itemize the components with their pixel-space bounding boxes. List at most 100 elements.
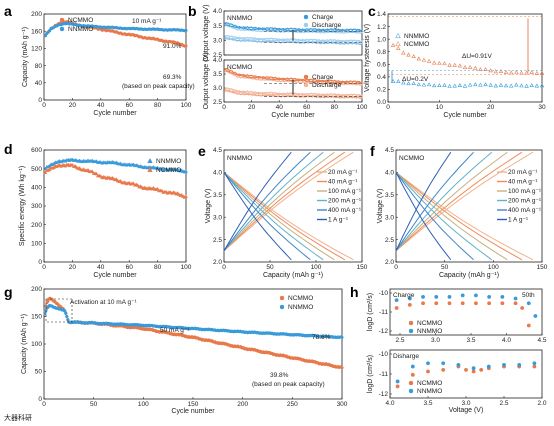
panel-h-top-xtick-label: 2.5 (395, 337, 404, 344)
panel-h-bottom-nnmmo-point (426, 361, 430, 366)
panel-b-bottom-point (270, 91, 272, 94)
panel-d-ytick-label: 100 (31, 241, 42, 248)
panel-b-bottom-point (265, 93, 268, 96)
panel-h-top-nnmmo-point (500, 295, 505, 299)
panel-c-letter: c (368, 3, 376, 19)
panel-b-bottom-point (249, 74, 252, 77)
panel-d-xtick-label: 100 (181, 264, 192, 271)
panel-b-top-point (352, 39, 355, 42)
panel-b-top-point (263, 27, 265, 29)
panel-b-top-point (234, 24, 236, 27)
panel-b-bottom-point (267, 93, 269, 96)
panel-b-bottom-point (252, 75, 254, 77)
panel-b-bottom-point (301, 95, 304, 98)
panel-b-bottom-point (278, 93, 281, 96)
panel-b-bottom-point (264, 76, 267, 79)
panel-e-ytick-label: 2.5 (213, 237, 222, 244)
panel-h-xlabel: Voltage (V) (449, 407, 484, 414)
panel-b-top-point (268, 27, 271, 30)
panel-b-bottom-point (354, 93, 356, 96)
panel-b-bottom-point (272, 78, 275, 81)
panel-b-bottom-point (350, 80, 352, 82)
panel-h-top-ytick-label: -10 (379, 290, 389, 297)
panel-b-top-point (253, 37, 256, 40)
panel-b-top-point (231, 25, 234, 28)
panel-b-bottom-point (319, 93, 322, 96)
panel-b-bottom-point (332, 81, 334, 84)
panel-b-top-point (254, 30, 257, 32)
panel-a-retention-nnmmo: 91.0% (163, 43, 182, 50)
panel-b-top-point (259, 28, 261, 31)
panel-b-bottom-point (238, 92, 240, 95)
panel-b-top-point (361, 29, 363, 31)
panel-a-ylabel: Capacity (mAh g⁻¹) (22, 27, 29, 87)
panel-b-top-point (245, 26, 247, 29)
panel-c-ncmmo-point (457, 63, 463, 68)
panel-c-ncmmo-point (401, 50, 406, 55)
panel-b-bottom-point (277, 77, 279, 80)
panel-b-top-point (333, 39, 336, 41)
panel-c-xtick-label: 20 (487, 104, 495, 111)
panel-b-bottom-point (249, 76, 252, 79)
panel-b-top-point (319, 29, 322, 31)
panel-b-bottom-point (279, 80, 282, 83)
panel-b-bottom-point (337, 95, 340, 97)
panel-f-title: NCMMO (399, 155, 424, 162)
panel-b-bottom-point (227, 89, 229, 92)
panel-b-bottom-point (231, 88, 234, 91)
panel-b-top-point (253, 28, 256, 31)
panel-b-top-point (257, 40, 260, 43)
panel-d-nnmmo-point (43, 166, 48, 171)
panel-b-bottom-point (278, 77, 281, 79)
panel-b-top-point (323, 42, 326, 45)
panel-b-top-point (359, 29, 362, 32)
panel-b-top-point (358, 32, 361, 34)
panel-b-bottom-point (232, 89, 235, 91)
panel-b-top-point (334, 42, 337, 45)
panel-b-top-point (227, 24, 229, 27)
panel-b-bottom-point (350, 93, 352, 96)
panel-b-bottom-point (330, 81, 333, 84)
panel-b-bottom-point (340, 94, 343, 96)
panel-b-bottom-point (256, 75, 258, 78)
panel-b-bottom-point (319, 79, 322, 82)
panel-b-top-point (348, 39, 351, 42)
panel-b-bottom-point (294, 79, 297, 82)
panel-b-bottom-point (254, 76, 257, 79)
panel-g-xtick-label: 200 (237, 401, 248, 408)
panel-b-bottom-point (299, 78, 301, 81)
panel-e-charge-curve (223, 151, 292, 252)
panel-b-bottom-point (283, 80, 286, 83)
panel-c-legend-ncmmo-marker (395, 40, 401, 47)
panel-b-top-point (337, 41, 340, 43)
panel-c-nnmmo-point (411, 81, 416, 86)
panel-b-bottom-title: NCMMO (227, 64, 252, 71)
panel-c-nnmmo-point (416, 82, 422, 87)
panel-b-top-point (312, 40, 315, 43)
panel-b-bottom-point (355, 83, 358, 86)
panel-b-top-point (257, 28, 260, 31)
panel-b-bottom-point (274, 76, 276, 79)
panel-b-top-point (228, 35, 231, 38)
panel-b-top-point (225, 35, 228, 37)
panel-b-top-point (314, 28, 316, 30)
panel-b-bottom-point (325, 79, 327, 82)
panel-f-xtick-label: 150 (537, 264, 548, 271)
panel-b-top-point (239, 26, 242, 28)
panel-b-bottom-point (346, 93, 348, 96)
panel-b-bottom-point (285, 94, 287, 96)
panel-c-ncmmo-point (524, 70, 529, 75)
panel-c-ncmmo-point (411, 53, 416, 58)
panel-b-top-point (241, 37, 243, 39)
panel-b-bottom-point (230, 69, 232, 72)
panel-b-top-point (231, 38, 234, 41)
panel-b-bottom-point (341, 83, 344, 85)
panel-b-bottom-point (322, 79, 325, 82)
panel-h-bottom-ncmmo-point (410, 372, 415, 377)
panel-b-top-point (254, 28, 257, 31)
panel-b-top-point (359, 43, 362, 46)
panel-b-bottom-point (352, 80, 355, 83)
panel-b-bottom-point (243, 93, 246, 96)
panel-f-discharge-curve (395, 172, 493, 261)
panel-d-ncmmo-point (159, 188, 164, 193)
